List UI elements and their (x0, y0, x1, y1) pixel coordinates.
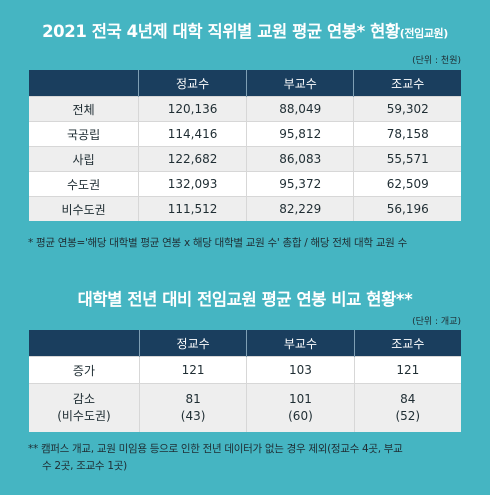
cell-value: 55,571 (353, 146, 461, 172)
table-row: 감소 (비수도권) 81 (43) 101 (60) 84 (52) (29, 383, 461, 432)
cell-value: 111,512 (138, 196, 247, 221)
row-sublabel: (비수도권) (57, 409, 111, 423)
salary-table: 정교수 부교수 조교수 전체 120,136 88,049 59,302 국공립… (29, 70, 461, 221)
cell-value: 84 (400, 392, 416, 406)
comparison-table: 정교수 부교수 조교수 증가 121 103 121 감소 (비수도권) 81 … (29, 330, 461, 432)
cell-value: 86,083 (245, 146, 354, 172)
row-label: 증가 (29, 356, 140, 384)
cell-value: 78,158 (353, 121, 461, 147)
table-row: 전체 120,136 88,049 59,302 (29, 96, 461, 122)
title-suffix: (전임교원) (399, 27, 449, 40)
cell-value: 132,093 (138, 171, 247, 197)
cell-value: 59,302 (353, 96, 461, 122)
cell-value: 101 (289, 392, 312, 406)
header-full-professor: 정교수 (138, 70, 247, 97)
header-associate-professor: 부교수 (245, 70, 354, 97)
header-blank (29, 70, 139, 97)
comparison-table-title: 대학별 전년 대비 전임교원 평균 연봉 비교 현황** (77, 290, 413, 309)
footnote: * 평균 연봉='해당 대학별 평균 연봉 x 해당 대학별 교원 수' 총합 … (28, 237, 407, 249)
footnote: ** 캠퍼스 개교, 교원 미임용 등으로 인한 전년 데이터가 없는 경우 제… (28, 441, 468, 475)
row-label: 국공립 (29, 121, 139, 147)
header-assistant-professor: 조교수 (353, 330, 461, 357)
cell-value: 95,812 (245, 121, 354, 147)
cell-value: 95,372 (245, 171, 354, 197)
footnote-line: ** 캠퍼스 개교, 교원 미임용 등으로 인한 전년 데이터가 없는 경우 제… (28, 443, 403, 455)
cell: 101 (60) (246, 383, 355, 432)
cell: 84 (52) (353, 383, 461, 432)
table-header-row: 정교수 부교수 조교수 (29, 70, 461, 97)
cell-subvalue: (52) (395, 409, 421, 423)
header-associate-professor: 부교수 (246, 330, 355, 357)
table-row: 증가 121 103 121 (29, 356, 461, 384)
row-label: 감소 (72, 392, 96, 406)
unit-label: (단위 : 개교) (412, 317, 461, 327)
table-row: 비수도권 111,512 82,229 56,196 (29, 196, 461, 221)
table-row: 수도권 132,093 95,372 62,509 (29, 171, 461, 197)
table-row: 국공립 114,416 95,812 78,158 (29, 121, 461, 147)
row-label-cell: 감소 (비수도권) (29, 383, 140, 432)
header-assistant-professor: 조교수 (353, 70, 461, 97)
salary-table-title: 2021 전국 4년제 대학 직위별 교원 평균 연봉* 현황(전임교원) (0, 18, 490, 42)
row-label: 수도권 (29, 171, 139, 197)
cell-value: 81 (185, 392, 201, 406)
cell-subvalue: (43) (180, 409, 206, 423)
row-label: 비수도권 (29, 196, 139, 221)
cell-value: 103 (246, 356, 355, 384)
cell-value: 121 (353, 356, 461, 384)
cell-value: 120,136 (138, 96, 247, 122)
footnote-line: 수 2곳, 조교수 1곳) (42, 460, 127, 472)
cell-subvalue: (60) (288, 409, 313, 423)
cell-value: 62,509 (353, 171, 461, 197)
row-label: 전체 (29, 96, 139, 122)
header-blank (29, 330, 140, 357)
table-row: 사립 122,682 86,083 55,571 (29, 146, 461, 172)
header-full-professor: 정교수 (138, 330, 247, 357)
cell-value: 82,229 (245, 196, 354, 221)
cell-value: 114,416 (138, 121, 247, 147)
cell-value: 88,049 (245, 96, 354, 122)
table-header-row: 정교수 부교수 조교수 (29, 330, 461, 357)
row-label: 사립 (29, 146, 139, 172)
cell-value: 122,682 (138, 146, 247, 172)
title-main: 2021 전국 4년제 대학 직위별 교원 평균 연봉* 현황 (42, 22, 400, 41)
cell: 81 (43) (138, 383, 247, 432)
unit-label: (단위 : 천원) (412, 56, 461, 66)
cell-value: 121 (138, 356, 247, 384)
cell-value: 56,196 (353, 196, 461, 221)
